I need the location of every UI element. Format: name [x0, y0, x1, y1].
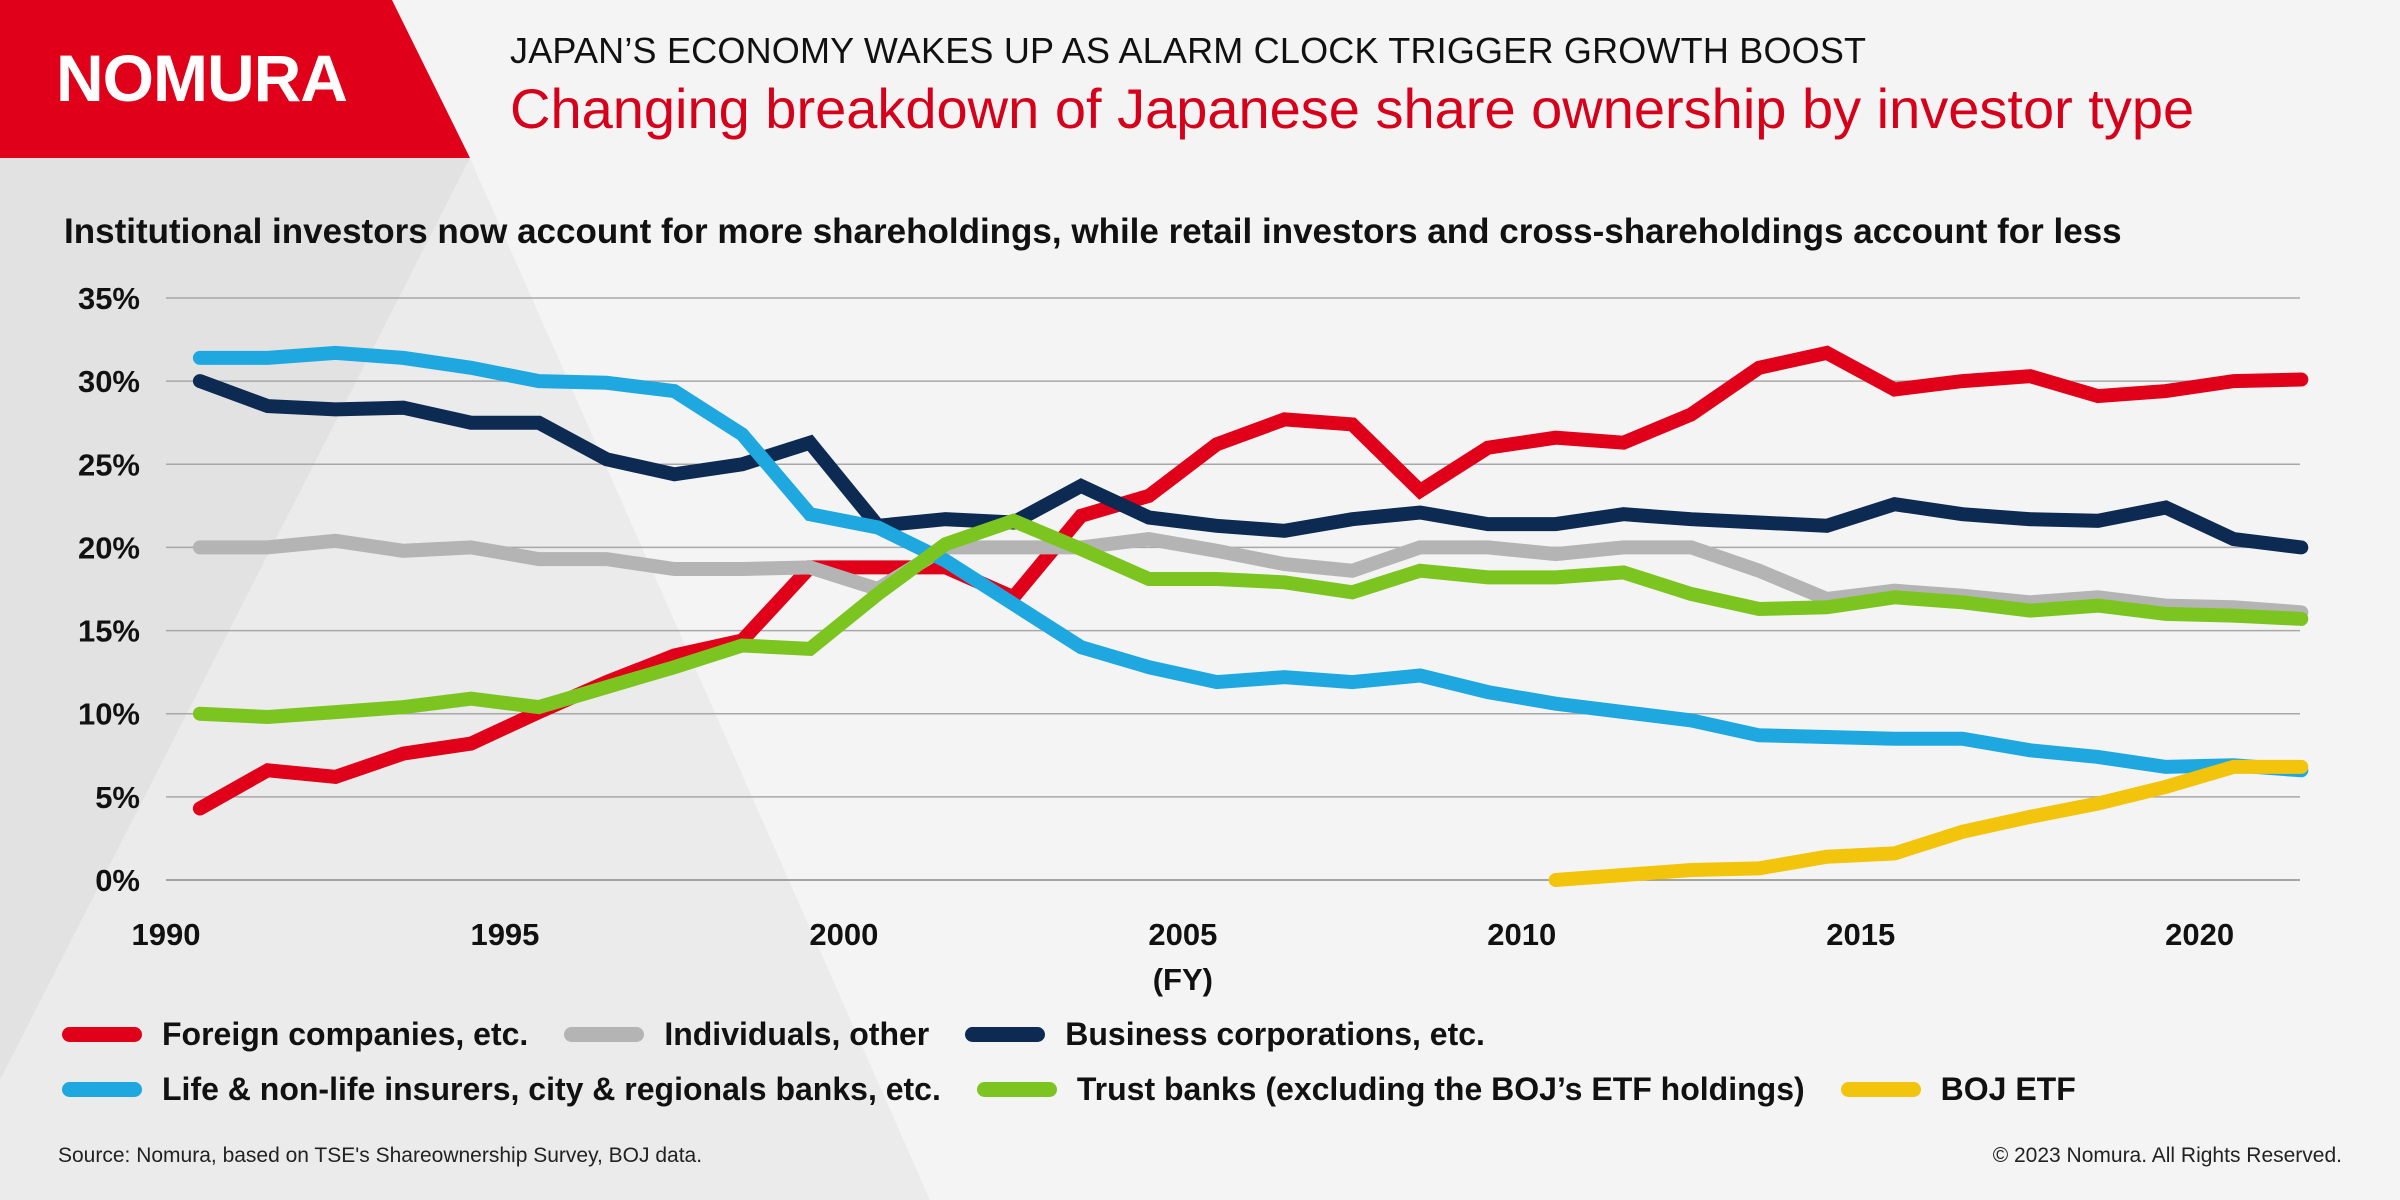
x-tick-label: 1990 — [132, 917, 201, 952]
copyright-note: © 2023 Nomura. All Rights Reserved. — [1992, 1144, 2342, 1167]
series-line — [192, 513, 2309, 725]
legend-label: Foreign companies, etc. — [162, 1016, 529, 1052]
y-tick-label: 30% — [78, 364, 140, 399]
legend-swatch — [564, 1027, 645, 1042]
y-tick-label: 5% — [95, 780, 140, 815]
legend-item-trust-banks: Trust banks (excluding the BOJ’s ETF hol… — [976, 1071, 1805, 1108]
legend-swatch — [976, 1082, 1057, 1097]
legend-label: Individuals, other — [664, 1016, 930, 1052]
series-line — [192, 345, 2309, 778]
series-lines — [192, 345, 2309, 887]
y-tick-label: 15% — [78, 614, 140, 649]
y-tick-label: 35% — [78, 281, 140, 316]
legend-item-business: Business corporations, etc. — [965, 1016, 1485, 1053]
legend-label: Life & non-life insurers, city & regiona… — [162, 1071, 941, 1107]
legend-swatch — [965, 1027, 1046, 1042]
legend-item-boj-etf: BOJ ETF — [1840, 1071, 2076, 1108]
x-tick-label: 2005 — [1148, 917, 1217, 952]
y-tick-label: 20% — [78, 530, 140, 565]
x-tick-label: 1995 — [470, 917, 539, 952]
legend-item-individuals: Individuals, other — [564, 1016, 929, 1053]
legend-row-2: Life & non-life insurers, city & regiona… — [62, 1071, 2112, 1108]
legend-swatch — [62, 1027, 142, 1042]
legend-label: Trust banks (excluding the BOJ’s ETF hol… — [1076, 1071, 1805, 1107]
x-tick-label: 2015 — [1826, 917, 1895, 952]
x-tick-label: 2020 — [2165, 917, 2234, 952]
legend-swatch — [1840, 1082, 1921, 1097]
header-kicker: JAPAN’S ECONOMY WAKES UP AS ALARM CLOCK … — [510, 30, 1867, 71]
source-note: Source: Nomura, based on TSE's Shareowne… — [58, 1144, 703, 1167]
series-line — [192, 374, 2309, 555]
legend-row-1: Foreign companies, etc. Individuals, oth… — [62, 1016, 1521, 1053]
y-axis-ticks: 0% 5% 10% 15% 20% 25% 30% 35% — [78, 281, 140, 898]
y-tick-label: 0% — [95, 863, 140, 898]
y-tick-label: 10% — [78, 697, 140, 732]
x-tick-label: 2000 — [809, 917, 878, 952]
x-axis-label: (FY) — [1153, 962, 1213, 997]
legend-item-insurers: Life & non-life insurers, city & regiona… — [62, 1071, 941, 1108]
legend-swatch — [62, 1082, 142, 1097]
legend-label: Business corporations, etc. — [1065, 1016, 1485, 1052]
brand-block — [0, 0, 470, 158]
chart-subtitle: Institutional investors now account for … — [64, 212, 2122, 251]
legend-label: BOJ ETF — [1940, 1071, 2076, 1107]
series-line — [1548, 759, 2309, 887]
x-axis-ticks: 1990 1995 2000 2005 2010 2015 2020 — [132, 917, 2235, 952]
brand-logo: NOMURA — [56, 41, 348, 115]
chart-title: Changing breakdown of Japanese share own… — [510, 77, 2195, 140]
legend-item-foreign: Foreign companies, etc. — [62, 1016, 528, 1053]
x-tick-label: 2010 — [1487, 917, 1556, 952]
y-tick-label: 25% — [78, 447, 140, 482]
background-triangle-dark — [0, 158, 470, 1200]
